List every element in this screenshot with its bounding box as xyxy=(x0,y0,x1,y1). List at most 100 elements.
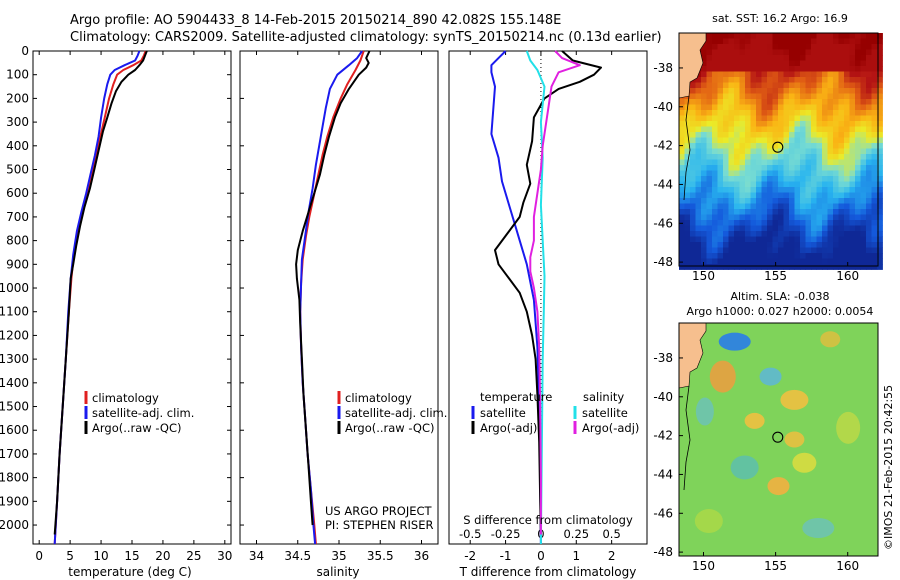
sla-anomaly xyxy=(767,477,790,496)
sst-cell xyxy=(745,264,751,270)
sst-cell xyxy=(866,49,872,56)
sst-cell xyxy=(822,93,828,100)
sst-cell xyxy=(772,55,779,61)
sst-cell xyxy=(723,88,729,94)
sst-cell xyxy=(816,187,823,193)
sst-cell xyxy=(800,176,806,182)
sst-cell xyxy=(794,88,801,94)
sst-cell xyxy=(844,126,850,133)
sst-cell xyxy=(706,181,713,188)
y-tick-label: 300 xyxy=(6,115,29,129)
sst-cell xyxy=(783,143,790,149)
sst-cell xyxy=(783,154,790,160)
sst-cell xyxy=(822,126,828,133)
sst-cell xyxy=(701,71,707,78)
sst-cell xyxy=(745,170,751,177)
sst-cell xyxy=(833,121,839,127)
sst-cell xyxy=(855,99,861,105)
sst-cell xyxy=(723,176,729,182)
sst-cell xyxy=(816,170,823,177)
sst-cell xyxy=(778,110,784,116)
sst-cell xyxy=(778,66,784,72)
sst-cell xyxy=(871,49,878,56)
sst-cell xyxy=(772,82,779,89)
sst-cell xyxy=(800,198,806,204)
sst-cell xyxy=(866,203,872,210)
sst-cell xyxy=(690,214,696,221)
sst-cell xyxy=(877,38,883,45)
sst-cell xyxy=(750,225,757,232)
sst-cell xyxy=(679,225,685,232)
sst-cell xyxy=(877,60,883,67)
sst-cell xyxy=(690,192,696,199)
sst-cell xyxy=(794,192,801,199)
sst-cell xyxy=(833,192,839,199)
sst-cell xyxy=(860,247,867,254)
sst-cell xyxy=(833,187,839,193)
sst-cell xyxy=(822,264,828,270)
sst-cell xyxy=(877,44,883,50)
y-tick-label: 700 xyxy=(6,210,29,224)
sst-cell xyxy=(739,55,746,61)
sst-cell xyxy=(838,214,845,221)
sst-cell xyxy=(783,82,790,89)
sst-cell xyxy=(767,66,773,72)
sst-cell xyxy=(684,220,691,226)
sst-cell xyxy=(871,209,878,215)
sst-cell xyxy=(849,148,856,155)
sst-cell xyxy=(866,258,872,265)
sst-cell xyxy=(734,137,740,144)
sst-cell xyxy=(745,181,751,188)
sst-cell xyxy=(772,60,779,67)
sst-cell xyxy=(706,82,713,89)
sst-cell xyxy=(734,165,740,171)
sst-cell xyxy=(750,181,757,188)
sst-cell xyxy=(866,33,872,39)
sst-cell xyxy=(789,71,795,78)
sst-cell xyxy=(794,104,801,111)
sst-cell xyxy=(783,203,790,210)
sst-cell xyxy=(816,60,823,67)
sst-cell xyxy=(866,66,872,72)
sst-cell xyxy=(701,60,707,67)
x-tick-label: 15 xyxy=(124,549,139,563)
sst-cell xyxy=(728,66,735,72)
sst-cell xyxy=(761,126,768,133)
sst-cell xyxy=(838,181,845,188)
sst-cell xyxy=(855,198,861,204)
sst-cell xyxy=(706,66,713,72)
sst-cell xyxy=(684,132,691,138)
sst-cell xyxy=(794,110,801,116)
map-y-tick-label: -42 xyxy=(653,429,673,443)
sst-cell xyxy=(822,121,828,127)
sla-anomaly xyxy=(694,509,723,534)
sst-cell xyxy=(772,220,779,226)
sst-cell xyxy=(728,225,735,232)
sst-cell xyxy=(712,203,718,210)
sst-cell xyxy=(761,236,768,243)
sst-cell xyxy=(684,231,691,237)
sst-cell xyxy=(739,148,746,155)
sst-cell xyxy=(695,148,702,155)
sst-cell xyxy=(756,209,762,215)
sst-cell xyxy=(800,33,806,39)
sst-cell xyxy=(783,110,790,116)
sst-cell xyxy=(871,198,878,204)
sst-cell xyxy=(800,181,806,188)
sst-cell xyxy=(800,115,806,122)
sst-cell xyxy=(756,247,762,254)
sst-cell xyxy=(745,110,751,116)
sst-cell xyxy=(745,242,751,248)
sst-cell xyxy=(684,143,691,149)
sst-cell xyxy=(772,247,779,254)
x-tick-label: 35.5 xyxy=(367,549,394,563)
sst-cell xyxy=(811,176,817,182)
sst-cell xyxy=(717,44,724,50)
sst-cell xyxy=(871,220,878,226)
sst-cell xyxy=(855,192,861,199)
sst-cell xyxy=(827,77,834,83)
sst-cell xyxy=(805,60,812,67)
sst-cell xyxy=(877,55,883,61)
sst-cell xyxy=(866,137,872,144)
sst-cell xyxy=(739,44,746,50)
